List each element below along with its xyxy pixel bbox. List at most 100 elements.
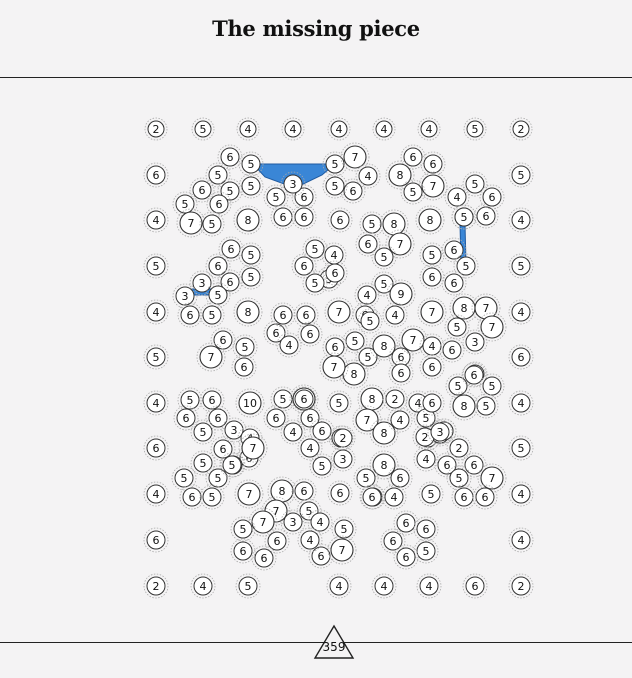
- island-extra-node[interactable]: 6: [393, 510, 419, 536]
- island-3-node[interactable]: 6: [293, 302, 319, 328]
- island-6-node[interactable]: 5: [205, 465, 231, 491]
- island-2-node[interactable]: 6: [419, 264, 445, 290]
- border-node-left[interactable]: 4: [143, 481, 169, 507]
- island-6-node[interactable]: 7: [477, 463, 507, 493]
- island-2-node[interactable]: 8: [449, 293, 479, 323]
- island-0-node[interactable]: 6: [206, 191, 232, 217]
- border-node-left[interactable]: 6: [143, 527, 169, 553]
- island-extra-node[interactable]: 6: [413, 516, 439, 542]
- island-2-node[interactable]: 6: [322, 260, 348, 286]
- island-6-node[interactable]: 6: [179, 484, 205, 510]
- border-node-bottom[interactable]: 4: [371, 573, 397, 599]
- island-0-node[interactable]: 8: [233, 297, 263, 327]
- island-3-node[interactable]: 6: [231, 354, 257, 380]
- island-2-node[interactable]: 3: [462, 329, 488, 355]
- island-5-node[interactable]: 5: [479, 373, 505, 399]
- border-node-bottom[interactable]: 6: [462, 573, 488, 599]
- island-4-node[interactable]: 2: [382, 386, 408, 412]
- island-5-node[interactable]: 8: [449, 391, 479, 421]
- island-6-node[interactable]: 5: [446, 465, 472, 491]
- island-4-node[interactable]: 5: [326, 390, 352, 416]
- island-0-node[interactable]: 6: [217, 144, 243, 170]
- island-0-node[interactable]: 5: [217, 178, 243, 204]
- border-node-bottom[interactable]: 2: [143, 573, 169, 599]
- island-1-node[interactable]: 8: [385, 160, 415, 190]
- island-1-node[interactable]: 5: [322, 173, 348, 199]
- island-5-node[interactable]: 2: [446, 435, 472, 461]
- island-0-node[interactable]: 8: [233, 205, 263, 235]
- border-node-left[interactable]: 4: [143, 299, 169, 325]
- island-5-node[interactable]: 5: [353, 465, 379, 491]
- island-4-node[interactable]: 4: [387, 407, 413, 433]
- island-1-node[interactable]: 4: [355, 163, 381, 189]
- island-3-node[interactable]: 6: [297, 321, 323, 347]
- island-1-node[interactable]: 6: [270, 204, 296, 230]
- island-1-node[interactable]: 6: [420, 151, 446, 177]
- island-4-node[interactable]: 5: [270, 386, 296, 412]
- island-2-node[interactable]: 5: [419, 242, 445, 268]
- island-0-node[interactable]: 7: [176, 208, 206, 238]
- border-node-right[interactable]: 5: [508, 435, 534, 461]
- island-0-node[interactable]: 3: [189, 270, 215, 296]
- island-2-node[interactable]: 5: [371, 244, 397, 270]
- island-3-node[interactable]: 4: [419, 333, 445, 359]
- island-6-node[interactable]: 6: [451, 484, 477, 510]
- border-node-right[interactable]: 4: [508, 207, 534, 233]
- island-4-node[interactable]: 4: [297, 435, 323, 461]
- island-6-node[interactable]: 6: [327, 480, 353, 506]
- border-node-top[interactable]: 5: [191, 117, 215, 141]
- island-4-node[interactable]: 6: [199, 387, 225, 413]
- island-1-node[interactable]: 6: [479, 184, 505, 210]
- island-3-node[interactable]: 6: [322, 334, 348, 360]
- island-1-node[interactable]: 6: [400, 144, 426, 170]
- island-4-node[interactable]: 4: [280, 419, 306, 445]
- island-4-node[interactable]: 6: [297, 405, 323, 431]
- island-3-node[interactable]: 6: [439, 337, 465, 363]
- border-node-left[interactable]: 5: [143, 253, 169, 279]
- island-6-node[interactable]: 7: [327, 535, 357, 565]
- island-6-node[interactable]: 6: [291, 478, 317, 504]
- island-1-node[interactable]: 5: [462, 171, 488, 197]
- island-5-node[interactable]: 6: [387, 465, 413, 491]
- island-2-node[interactable]: 7: [385, 229, 415, 259]
- island-3-node[interactable]: 7: [196, 342, 226, 372]
- border-node-bottom[interactable]: 4: [416, 573, 442, 599]
- island-3-node[interactable]: 6: [210, 327, 236, 353]
- island-4-node[interactable]: 5: [190, 419, 216, 445]
- border-node-bottom[interactable]: 4: [326, 573, 352, 599]
- border-node-top[interactable]: 2: [144, 117, 168, 141]
- island-4-node[interactable]: 6: [309, 418, 335, 444]
- border-node-top[interactable]: 4: [281, 117, 305, 141]
- island-0-node[interactable]: 6: [218, 236, 244, 262]
- island-3-node[interactable]: 5: [355, 344, 381, 370]
- island-6-node[interactable]: 5: [199, 484, 225, 510]
- island-5-node[interactable]: 6: [461, 362, 487, 388]
- border-node-bottom[interactable]: 4: [190, 573, 216, 599]
- island-1-node[interactable]: 3: [280, 171, 306, 197]
- island-6-node[interactable]: 6: [308, 543, 334, 569]
- island-5-node[interactable]: 8: [369, 450, 399, 480]
- island-6-node[interactable]: 5: [219, 452, 245, 478]
- island-3-node[interactable]: 8: [369, 331, 399, 361]
- island-3-node[interactable]: 5: [342, 328, 368, 354]
- island-5-node[interactable]: 5: [445, 373, 471, 399]
- island-4-node[interactable]: 6: [291, 386, 317, 412]
- island-6-node[interactable]: 5: [230, 516, 256, 542]
- island-5-node[interactable]: 6: [419, 390, 445, 416]
- border-node-top[interactable]: 4: [372, 117, 396, 141]
- island-0-node[interactable]: 6: [217, 269, 243, 295]
- border-node-left[interactable]: 6: [143, 435, 169, 461]
- island-1-node[interactable]: 4: [444, 184, 470, 210]
- island-5-node[interactable]: 4: [413, 446, 439, 472]
- border-node-left[interactable]: 4: [143, 207, 169, 233]
- island-3-node[interactable]: 7: [324, 297, 354, 327]
- island-6-node[interactable]: 6: [251, 545, 277, 571]
- island-1-node[interactable]: 6: [291, 204, 317, 230]
- island-2-node[interactable]: 4: [354, 282, 380, 308]
- island-1-node[interactable]: 6: [327, 207, 353, 233]
- island-1-node[interactable]: 5: [263, 184, 289, 210]
- border-node-bottom[interactable]: 5: [235, 573, 261, 599]
- island-1-node[interactable]: 8: [415, 205, 445, 235]
- island-0-node[interactable]: 5: [205, 282, 231, 308]
- border-node-top[interactable]: 4: [327, 117, 351, 141]
